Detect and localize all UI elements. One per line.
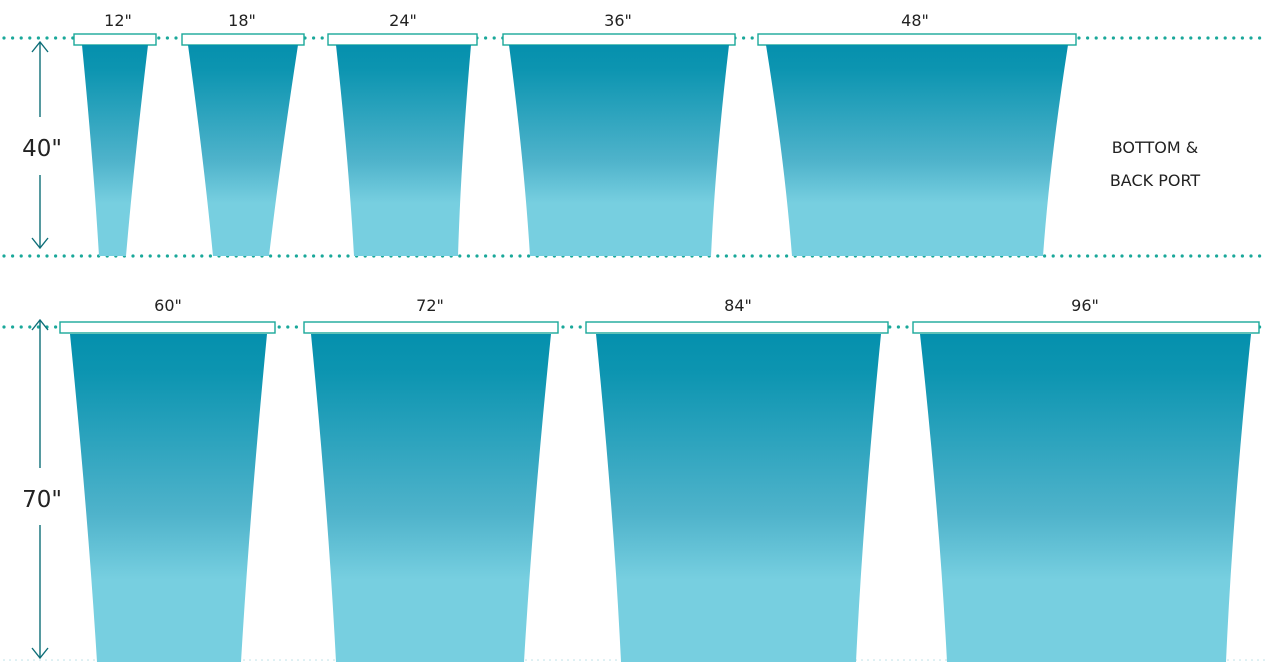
- tank-width-label: 96": [1071, 296, 1099, 315]
- tank-rim: [303, 321, 559, 334]
- tank-rim: [327, 33, 478, 46]
- tank-rim: [59, 321, 276, 334]
- tank-body: [920, 334, 1251, 662]
- tank-body: [70, 334, 267, 662]
- row-1-height-arrow: [31, 40, 49, 250]
- tank-1-3: 24": [327, 11, 478, 256]
- tank-body: [596, 334, 881, 662]
- tank-body: [188, 45, 298, 256]
- port-note-line-2: BACK PORT: [1110, 171, 1201, 190]
- tank-width-label: 48": [901, 11, 929, 30]
- tank-rim: [502, 33, 736, 46]
- tank-body: [82, 45, 148, 256]
- tank-1-2: 18": [181, 11, 305, 256]
- tank-2-3: 84": [585, 296, 889, 662]
- tank-rim: [73, 33, 157, 46]
- tank-1-4: 36": [502, 11, 736, 256]
- tank-2-1: 60": [59, 296, 276, 662]
- tank-body: [766, 45, 1068, 256]
- tanks: 12" 18" 24" 36" 48" 60" 72" 84" 96": [59, 11, 1260, 662]
- tank-width-label: 84": [724, 296, 752, 315]
- row-2-height-arrow: [31, 318, 49, 660]
- tank-body: [311, 334, 551, 662]
- tank-width-label: 24": [389, 11, 417, 30]
- tank-width-label: 18": [228, 11, 256, 30]
- tank-rim: [181, 33, 305, 46]
- tank-body: [336, 45, 471, 256]
- tank-2-2: 72": [303, 296, 559, 662]
- row-1-height-label: 40": [22, 136, 62, 162]
- tank-rim: [585, 321, 889, 334]
- tank-rim: [912, 321, 1260, 334]
- tank-1-5: 48": [757, 11, 1077, 256]
- tank-body: [509, 45, 729, 256]
- port-note-line-1: BOTTOM &: [1112, 138, 1199, 157]
- tank-width-label: 12": [104, 11, 132, 30]
- tank-width-label: 36": [604, 11, 632, 30]
- tank-1-1: 12": [73, 11, 157, 256]
- tank-width-label: 72": [416, 296, 444, 315]
- tank-2-4: 96": [912, 296, 1260, 662]
- tank-rim: [757, 33, 1077, 46]
- tank-width-label: 60": [154, 296, 182, 315]
- row-2-height-label: 70": [22, 487, 62, 513]
